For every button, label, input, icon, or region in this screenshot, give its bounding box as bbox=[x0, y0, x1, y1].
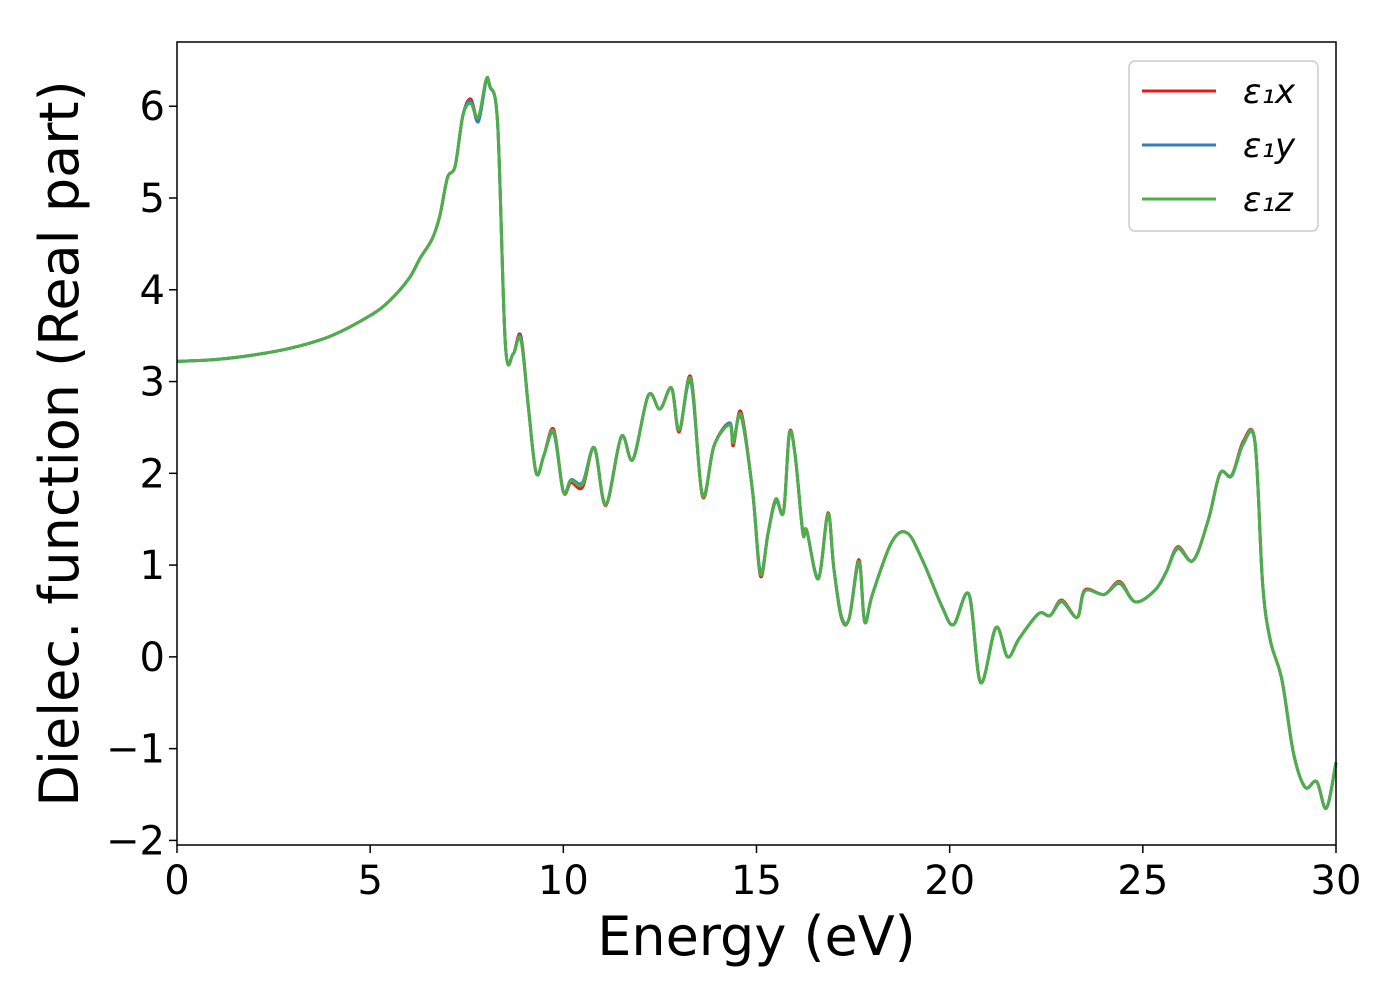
legend: ε₁x ε₁y ε₁z bbox=[1128, 60, 1319, 232]
y-tick-label: 6 bbox=[140, 84, 165, 130]
x-tick-label: 15 bbox=[731, 858, 782, 904]
y-tick-label: 2 bbox=[140, 451, 165, 497]
y-tick-label: 5 bbox=[140, 176, 165, 222]
legend-entry-label: ε₁x bbox=[1243, 72, 1296, 112]
x-axis-label: Energy (eV) bbox=[597, 905, 916, 968]
x-tick-label: 25 bbox=[1117, 858, 1168, 904]
y-tick-label: −1 bbox=[106, 727, 165, 773]
legend-entry-label: ε₁z bbox=[1243, 180, 1294, 220]
x-tick-label: 10 bbox=[538, 858, 589, 904]
x-axis: 0 5 10 15 20 25 30 bbox=[164, 845, 1361, 904]
x-tick-label: 20 bbox=[924, 858, 975, 904]
legend-entry-label: ε₁y bbox=[1243, 126, 1296, 166]
x-tick-label: 30 bbox=[1311, 858, 1362, 904]
y-tick-label: −2 bbox=[106, 818, 165, 864]
legend-box bbox=[1128, 60, 1319, 232]
x-tick-label: 0 bbox=[164, 858, 189, 904]
y-tick-label: 1 bbox=[140, 543, 165, 589]
y-axis-label: Dielec. function (Real part) bbox=[28, 80, 91, 806]
series-line-3 bbox=[176, 75, 1338, 810]
y-tick-label: 0 bbox=[140, 635, 165, 681]
y-tick-label: 3 bbox=[140, 360, 165, 406]
y-axis: −2 −1 0 1 2 3 4 5 6 bbox=[106, 84, 177, 864]
x-tick-label: 5 bbox=[357, 858, 382, 904]
series-layer bbox=[176, 75, 1338, 810]
y-tick-label: 4 bbox=[140, 268, 165, 314]
